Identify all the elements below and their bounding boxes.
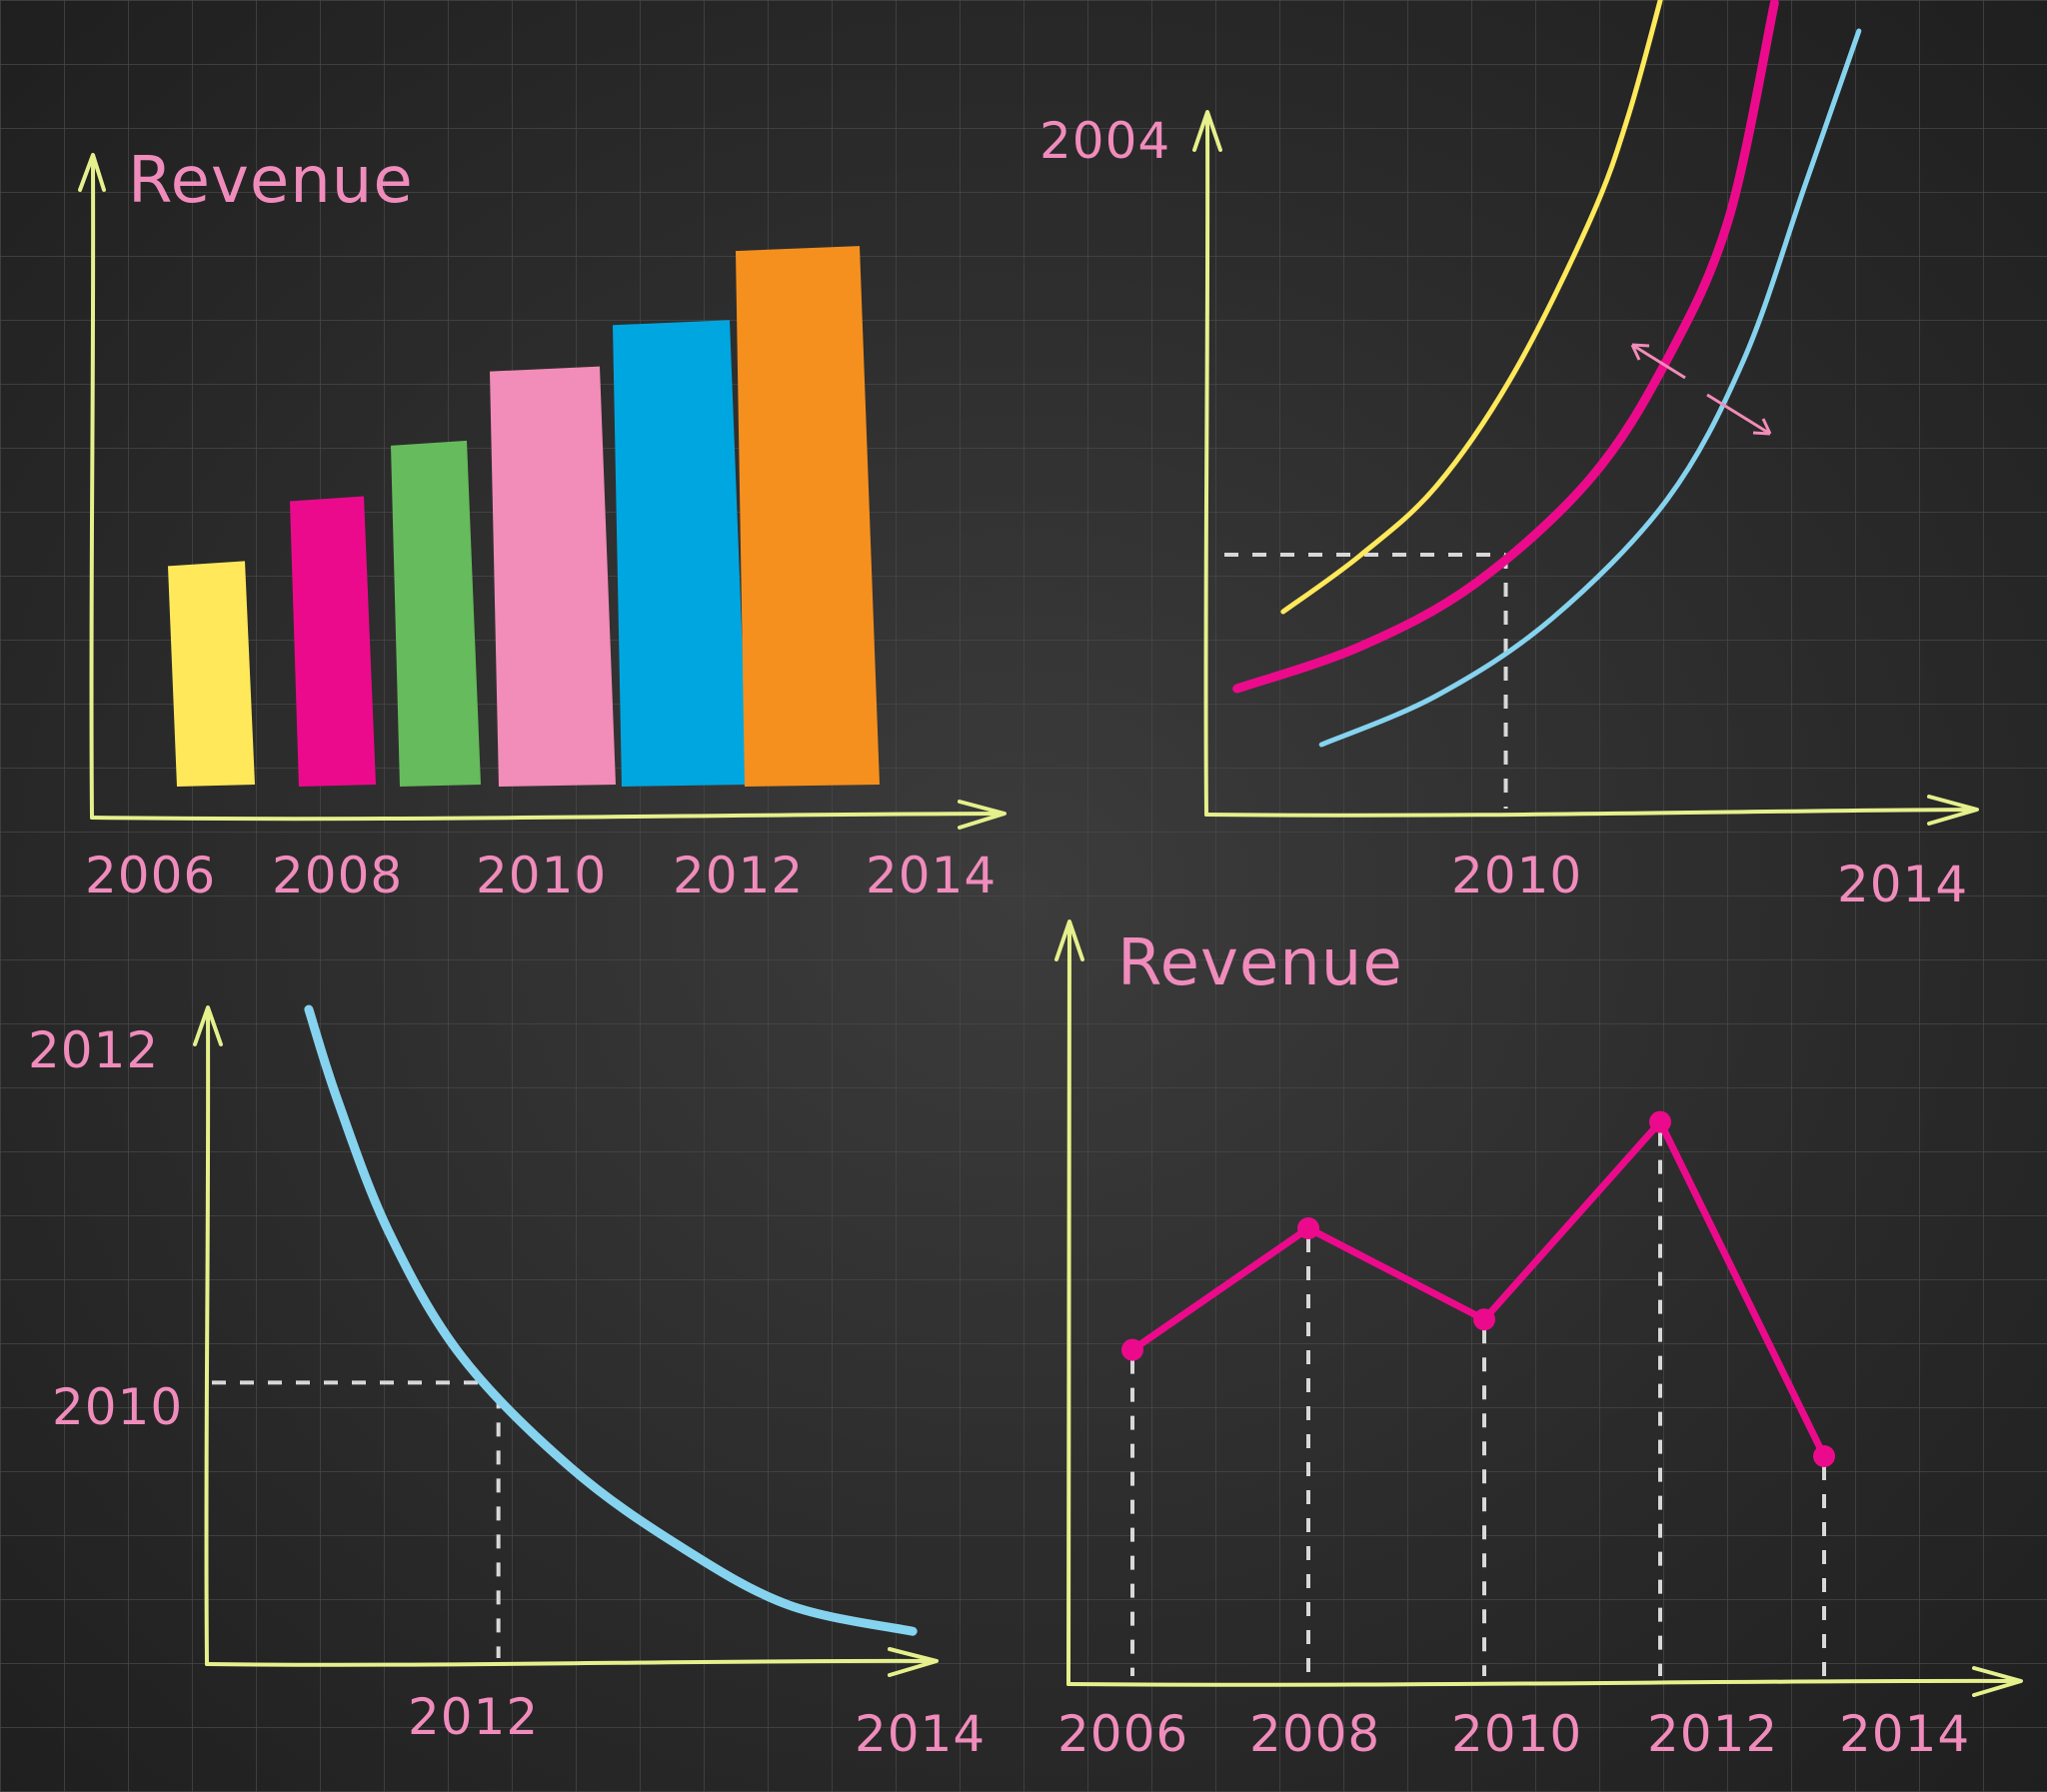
chart-1-x-axis — [90, 812, 1005, 822]
chart-1-y-axis — [89, 158, 96, 820]
chart-4-y-arrow — [1054, 919, 1084, 961]
chart-2-series-magenta — [1232, 0, 1779, 694]
chart-2-series-yellow — [1280, 0, 1663, 615]
chart-2-x-end-label: 2014 — [1837, 856, 1968, 913]
chart-3-x-axis — [205, 1658, 937, 1667]
chart-3-guides — [212, 1380, 501, 1658]
chart-2-x-axis — [1204, 808, 1976, 818]
chart-4-x-tick-2008: 2008 — [1249, 1705, 1380, 1763]
chart-1-y-arrow — [78, 153, 106, 192]
chart-2-series-light_blue — [1318, 28, 1862, 748]
chart-1-x-tick-2006: 2006 — [85, 847, 216, 904]
chart-4-point-2006 — [1121, 1338, 1143, 1361]
chart-4-drop-lines — [1130, 1131, 1826, 1676]
chart-2-curves: 2004 2010 2014 — [1039, 0, 1979, 913]
chart-3-y-arrow — [193, 1005, 223, 1046]
chart-3-y-axis — [204, 1007, 211, 1666]
chart-4-series — [1121, 1110, 1835, 1467]
chart-1-x-arrow — [958, 800, 1007, 830]
chart-4-point-2012 — [1649, 1110, 1671, 1133]
chart-1-x-tick-2010: 2010 — [476, 847, 607, 904]
chart-1-bar-3 — [391, 440, 481, 787]
chart-1-bar-5 — [613, 320, 748, 787]
chart-4-title: Revenue — [1117, 926, 1403, 1000]
chart-4-y-axis — [1065, 922, 1072, 1686]
chart-3-series — [304, 1004, 918, 1636]
chart-3-x-end-label: 2014 — [855, 1705, 986, 1763]
chart-3-y-top-label: 2012 — [28, 1021, 159, 1079]
chart-2-arrows — [1630, 343, 1772, 436]
chart-2-y-top-label: 2004 — [1039, 112, 1170, 170]
chart-4-point-2014 — [1813, 1445, 1835, 1467]
chart-4-x-tick-2014: 2014 — [1839, 1705, 1970, 1763]
chart-3-decay: 2012 2010 2012 2014 — [28, 1004, 986, 1763]
chart-1-bar-4 — [490, 366, 616, 787]
chart-4-line: Revenue 2006 2008 2010 2012 2014 — [1054, 919, 2023, 1763]
chart-2-y-arrow — [1192, 110, 1222, 152]
chart-4-x-ticks: 2006 2008 2010 2012 2014 — [1057, 1705, 1970, 1763]
chart-4-point-2008 — [1297, 1217, 1319, 1239]
chart-1-x-ticks: 2006 2008 2010 2012 2014 — [85, 847, 997, 904]
chart-2-y-axis — [1203, 113, 1210, 817]
chart-1-title: Revenue — [128, 144, 414, 218]
chart-4-point-2010 — [1473, 1308, 1495, 1331]
chart-3-y-mid-label: 2010 — [52, 1378, 183, 1436]
chart-1-x-tick-2008: 2008 — [272, 847, 403, 904]
chart-1-bar-6 — [736, 246, 880, 787]
chart-4-x-tick-2012: 2012 — [1647, 1705, 1778, 1763]
chart-1-bar: Revenue 2006 2008 2010 2012 2014 — [78, 144, 1007, 904]
chart-2-x-mid-label: 2010 — [1451, 847, 1582, 904]
chart-1-bar-1 — [168, 561, 255, 787]
chart-3-x-mid-label: 2012 — [408, 1688, 539, 1746]
chart-1-bar-2 — [290, 496, 376, 787]
chart-3-series-light_blue — [304, 1004, 918, 1636]
chart-2-x-arrow — [1927, 795, 1979, 826]
chart-1-x-tick-2012: 2012 — [673, 847, 804, 904]
chart-1-x-tick-2014: 2014 — [866, 847, 997, 904]
chart-1-bars — [168, 246, 880, 787]
chart-4-x-arrow — [1972, 1666, 2023, 1697]
chart-4-x-axis — [1066, 1678, 2021, 1687]
chart-4-x-tick-2006: 2006 — [1057, 1705, 1188, 1763]
chart-3-x-arrow — [888, 1647, 939, 1677]
chart-2-series — [1232, 0, 1862, 748]
chart-4-x-tick-2010: 2010 — [1451, 1705, 1582, 1763]
